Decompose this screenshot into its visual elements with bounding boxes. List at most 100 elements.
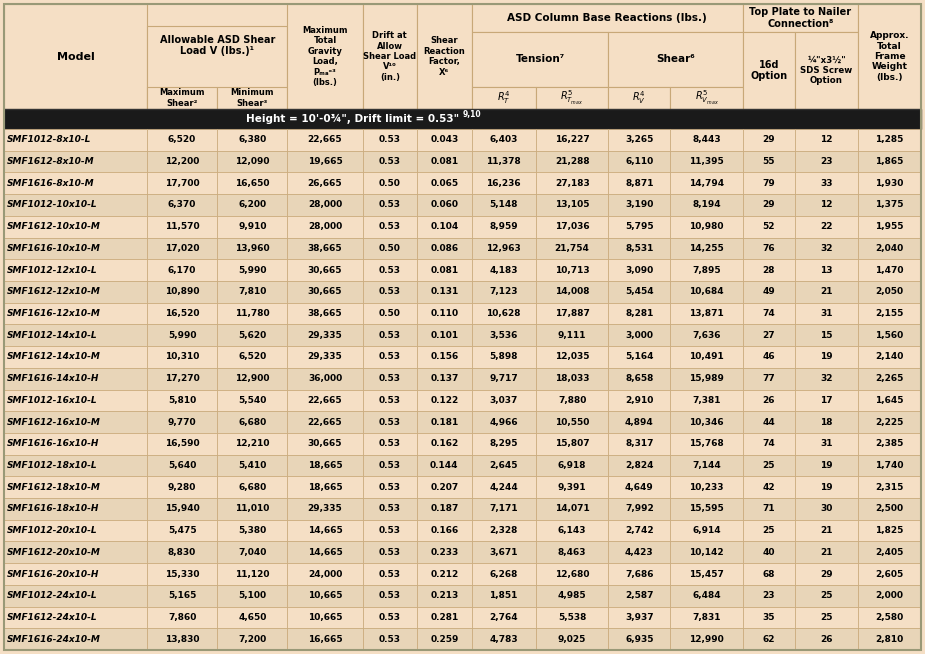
Bar — [147, 150, 217, 173]
Bar — [858, 194, 921, 216]
Text: 44: 44 — [762, 417, 775, 426]
Bar — [4, 563, 147, 585]
Text: 21: 21 — [820, 287, 832, 296]
Text: 4,423: 4,423 — [625, 548, 654, 557]
Bar — [795, 281, 858, 303]
Text: 9,770: 9,770 — [167, 417, 196, 426]
Text: SMF1612-8x10-M: SMF1612-8x10-M — [7, 157, 94, 166]
Text: 5,454: 5,454 — [625, 287, 654, 296]
Text: 6,914: 6,914 — [692, 526, 721, 535]
Text: SMF1612-24x10-L: SMF1612-24x10-L — [7, 613, 98, 622]
Text: 6,143: 6,143 — [558, 526, 586, 535]
Bar — [858, 368, 921, 390]
Bar — [472, 129, 536, 150]
Text: 12,680: 12,680 — [555, 570, 589, 579]
Text: SMF1012-12x10-L: SMF1012-12x10-L — [7, 266, 98, 275]
Bar — [363, 150, 417, 173]
Bar — [609, 303, 671, 324]
Text: 0.259: 0.259 — [430, 634, 459, 644]
Text: 6,484: 6,484 — [692, 591, 721, 600]
Bar — [288, 498, 363, 520]
Bar — [743, 216, 795, 237]
Bar — [671, 216, 743, 237]
Bar — [671, 455, 743, 476]
Text: 4,783: 4,783 — [489, 634, 518, 644]
Bar — [795, 455, 858, 476]
Bar — [363, 4, 417, 109]
Text: 29,335: 29,335 — [308, 353, 342, 362]
Bar — [743, 390, 795, 411]
Text: 6,520: 6,520 — [168, 135, 196, 145]
Bar — [472, 606, 536, 628]
Bar — [4, 606, 147, 628]
Bar — [147, 259, 217, 281]
Bar — [858, 433, 921, 455]
Bar — [4, 585, 147, 606]
Bar — [288, 303, 363, 324]
Text: SMF1612-16x10-M: SMF1612-16x10-M — [7, 417, 101, 426]
Bar — [795, 433, 858, 455]
Bar — [858, 542, 921, 563]
Text: 11,010: 11,010 — [235, 504, 269, 513]
Text: 0.50: 0.50 — [379, 309, 401, 318]
Bar — [217, 585, 288, 606]
Bar — [795, 368, 858, 390]
Text: 2,742: 2,742 — [625, 526, 654, 535]
Text: 30,665: 30,665 — [308, 439, 342, 448]
Bar — [472, 216, 536, 237]
Text: 77: 77 — [762, 374, 775, 383]
Text: $R_V^{4}$: $R_V^{4}$ — [633, 90, 647, 107]
Text: 4,650: 4,650 — [238, 613, 266, 622]
Text: 19: 19 — [820, 483, 832, 492]
Bar — [147, 237, 217, 259]
Bar — [147, 281, 217, 303]
Bar — [795, 390, 858, 411]
Bar — [288, 150, 363, 173]
Text: 0.53: 0.53 — [379, 591, 401, 600]
Text: 10,491: 10,491 — [689, 353, 724, 362]
Text: SMF1612-12x10-M: SMF1612-12x10-M — [7, 287, 101, 296]
Bar — [217, 346, 288, 368]
Bar — [4, 476, 147, 498]
Bar — [147, 433, 217, 455]
Bar — [671, 346, 743, 368]
Text: Top Plate to Nailer
Connection⁸: Top Plate to Nailer Connection⁸ — [749, 7, 852, 29]
Text: 0.187: 0.187 — [430, 504, 459, 513]
Text: 2,824: 2,824 — [625, 461, 654, 470]
Bar — [288, 542, 363, 563]
Text: SMF1616-8x10-M: SMF1616-8x10-M — [7, 179, 94, 188]
Text: 40: 40 — [763, 548, 775, 557]
Text: SMF1012-16x10-L: SMF1012-16x10-L — [7, 396, 98, 405]
Bar — [417, 150, 472, 173]
Bar — [4, 498, 147, 520]
Bar — [536, 194, 609, 216]
Bar — [795, 498, 858, 520]
Text: 2,328: 2,328 — [489, 526, 518, 535]
Bar — [609, 390, 671, 411]
Bar — [472, 32, 609, 87]
Bar — [147, 585, 217, 606]
Text: 28,000: 28,000 — [308, 222, 342, 231]
Text: 4,649: 4,649 — [625, 483, 654, 492]
Bar — [4, 259, 147, 281]
Text: 13: 13 — [820, 266, 832, 275]
Bar — [288, 259, 363, 281]
Bar — [743, 281, 795, 303]
Text: 10,142: 10,142 — [689, 548, 724, 557]
Text: SMF1612-20x10-M: SMF1612-20x10-M — [7, 548, 101, 557]
Text: 0.53: 0.53 — [379, 613, 401, 622]
Bar — [417, 259, 472, 281]
Text: 2,140: 2,140 — [875, 353, 904, 362]
Text: 0.212: 0.212 — [430, 570, 459, 579]
Bar — [609, 628, 671, 650]
Text: Drift at
Allow
Shear Load
V¹⁰
(in.): Drift at Allow Shear Load V¹⁰ (in.) — [364, 31, 416, 82]
Text: 2,405: 2,405 — [875, 548, 904, 557]
Text: 8,830: 8,830 — [168, 548, 196, 557]
Bar — [363, 324, 417, 346]
Bar — [743, 4, 858, 32]
Text: 16,227: 16,227 — [555, 135, 589, 145]
Text: 5,538: 5,538 — [558, 613, 586, 622]
Text: 15,595: 15,595 — [689, 504, 724, 513]
Bar — [743, 129, 795, 150]
Text: ¼"x3½"
SDS Screw
Option: ¼"x3½" SDS Screw Option — [800, 56, 853, 86]
